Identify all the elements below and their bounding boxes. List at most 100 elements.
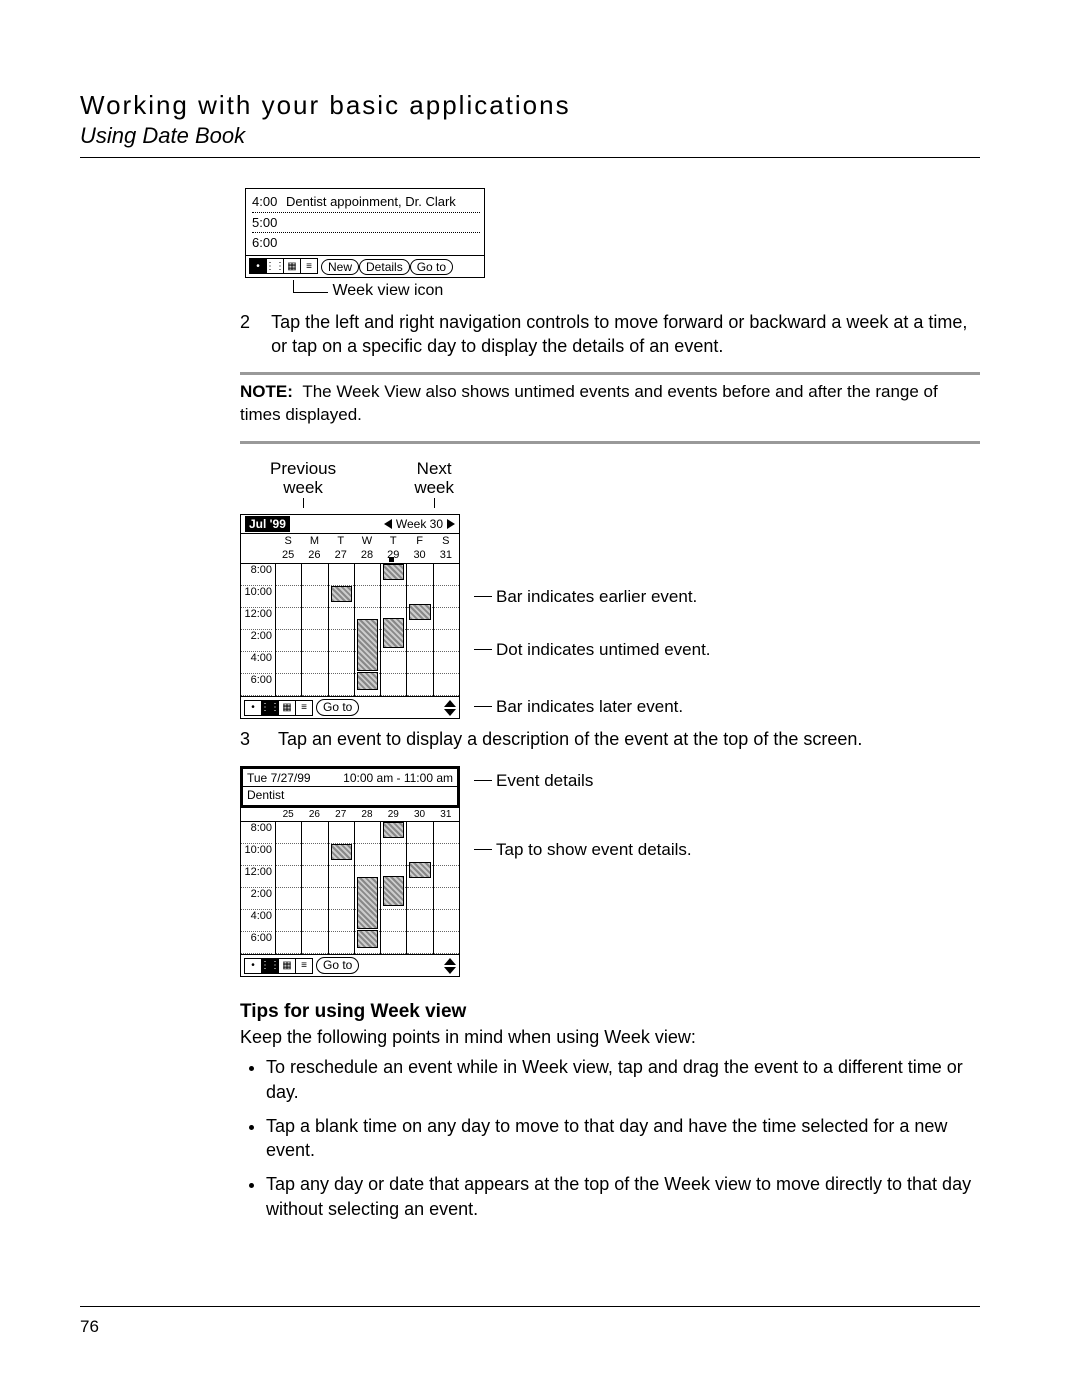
page-number: 76 (80, 1317, 99, 1337)
event-block[interactable] (409, 862, 430, 878)
day-column[interactable] (328, 822, 354, 954)
agenda-view-icon[interactable]: ≡ (296, 701, 312, 715)
step-number: 3 (240, 727, 258, 751)
time-label: 6:00 (252, 234, 286, 252)
month-view-icon[interactable]: ▦ (284, 259, 301, 273)
time-label: 6:00 (241, 674, 272, 696)
day-column[interactable] (406, 822, 432, 954)
day-column[interactable] (380, 822, 406, 954)
day-header[interactable]: 27 (328, 808, 354, 822)
day-row[interactable]: 6:00 (252, 233, 480, 253)
chapter-title: Working with your basic applications (80, 90, 980, 121)
agenda-view-icon[interactable]: ≡ (296, 959, 312, 973)
event-block[interactable] (357, 672, 378, 690)
event-date: Tue 7/27/99 (247, 770, 311, 785)
prev-week-button[interactable] (384, 519, 392, 529)
day-column[interactable] (354, 564, 380, 696)
day-header[interactable]: W28 (354, 534, 380, 564)
day-column[interactable] (275, 822, 301, 954)
tip-item: To reschedule an event while in Week vie… (266, 1055, 980, 1104)
time-label: 4:00 (241, 652, 272, 674)
figure-week-view-details: Tue 7/27/99 10:00 am - 11:00 am Dentist … (240, 766, 980, 978)
view-icons[interactable]: • ⋮⋮ ▦ ≡ (244, 700, 313, 716)
day-column[interactable] (328, 564, 354, 696)
details-button[interactable]: Details (359, 259, 410, 275)
event-block[interactable] (357, 619, 378, 671)
goto-button[interactable]: Go to (316, 699, 359, 716)
day-header[interactable]: 30 (406, 808, 432, 822)
tips-intro: Keep the following points in mind when u… (240, 1025, 980, 1049)
callout-tap-details: Tap to show event details. (474, 839, 692, 862)
day-column[interactable] (380, 564, 406, 696)
day-header[interactable]: 28 (354, 808, 380, 822)
agenda-view-icon[interactable]: ≡ (301, 259, 317, 273)
tips-heading: Tips for using Week view (240, 999, 980, 1025)
tip-item: Tap a blank time on any day to move to t… (266, 1114, 980, 1163)
page-rule (80, 1306, 980, 1307)
goto-button[interactable]: Go to (316, 957, 359, 974)
day-row[interactable]: 5:00 (252, 213, 480, 234)
time-label: 8:00 (241, 564, 272, 586)
step-text: Tap an event to display a description of… (278, 727, 862, 751)
event-block[interactable] (383, 618, 404, 648)
day-column[interactable] (354, 822, 380, 954)
day-header[interactable]: S25 (275, 534, 301, 564)
week-view-icon[interactable]: ⋮⋮ (262, 701, 279, 715)
note-rule-top (240, 372, 980, 375)
divider (80, 157, 980, 158)
day-column[interactable] (406, 564, 432, 696)
day-header[interactable]: 26 (301, 808, 327, 822)
day-header[interactable]: 29 (380, 808, 406, 822)
go-to-button[interactable]: Go to (410, 259, 453, 275)
note: NOTE: The Week View also shows untimed e… (240, 381, 980, 427)
event-desc: Dentist (243, 787, 457, 806)
day-header[interactable]: M26 (301, 534, 327, 564)
event-block[interactable] (357, 877, 378, 929)
week-view-icon[interactable]: ⋮⋮ (262, 959, 279, 973)
day-header[interactable]: 25 (275, 808, 301, 822)
untimed-dot[interactable] (389, 557, 394, 562)
tip-item: Tap any day or date that appears at the … (266, 1172, 980, 1221)
day-column[interactable] (301, 822, 327, 954)
day-header[interactable]: 31 (433, 808, 459, 822)
day-column[interactable] (433, 564, 459, 696)
event-block[interactable] (383, 876, 404, 906)
scroll-arrows[interactable] (444, 700, 456, 716)
callout-event-details: Event details (474, 770, 692, 793)
event-block[interactable] (357, 930, 378, 948)
figure-day-view: 4:00Dentist appoinment, Dr. Clark5:00 6:0… (245, 188, 485, 302)
scroll-arrows[interactable] (444, 958, 456, 974)
figure-week-view: Jul '99 Week 30 S25M26T27W28T29F30S31 8:… (240, 514, 980, 720)
day-column[interactable] (275, 564, 301, 696)
event-block[interactable] (383, 564, 404, 580)
day-header[interactable]: T27 (328, 534, 354, 564)
tips-list: To reschedule an event while in Week vie… (240, 1055, 980, 1221)
event-block[interactable] (383, 822, 404, 838)
time-label: 5:00 (252, 214, 286, 232)
day-column[interactable] (433, 822, 459, 954)
month-view-icon[interactable]: ▦ (279, 701, 296, 715)
event-time: 10:00 am - 11:00 am (343, 770, 453, 785)
day-column[interactable] (301, 564, 327, 696)
week-label: Week 30 (396, 516, 443, 532)
event-block[interactable] (409, 604, 430, 620)
new-button[interactable]: New (321, 259, 359, 275)
time-label: 8:00 (241, 822, 272, 844)
view-icons[interactable]: • ⋮⋮ ▦ ≡ (249, 258, 318, 274)
time-label: 6:00 (241, 932, 272, 954)
day-row[interactable]: 4:00Dentist appoinment, Dr. Clark (252, 192, 480, 213)
top-callouts: Previous week Next week (240, 460, 460, 499)
callout-earlier: Bar indicates earlier event. (474, 586, 711, 609)
event-block[interactable] (331, 844, 352, 860)
day-header[interactable]: F30 (406, 534, 432, 564)
event-block[interactable] (331, 586, 352, 602)
week-view-icon[interactable]: ⋮⋮ (267, 259, 284, 273)
time-label: 4:00 (241, 910, 272, 932)
next-week-button[interactable] (447, 519, 455, 529)
view-icons[interactable]: • ⋮⋮ ▦ ≡ (244, 958, 313, 974)
month-view-icon[interactable]: ▦ (279, 959, 296, 973)
event-text: Dentist appoinment, Dr. Clark (286, 193, 456, 211)
callout-untimed: Dot indicates untimed event. (474, 639, 711, 662)
day-header[interactable]: S31 (433, 534, 459, 564)
step-number: 2 (240, 310, 251, 359)
